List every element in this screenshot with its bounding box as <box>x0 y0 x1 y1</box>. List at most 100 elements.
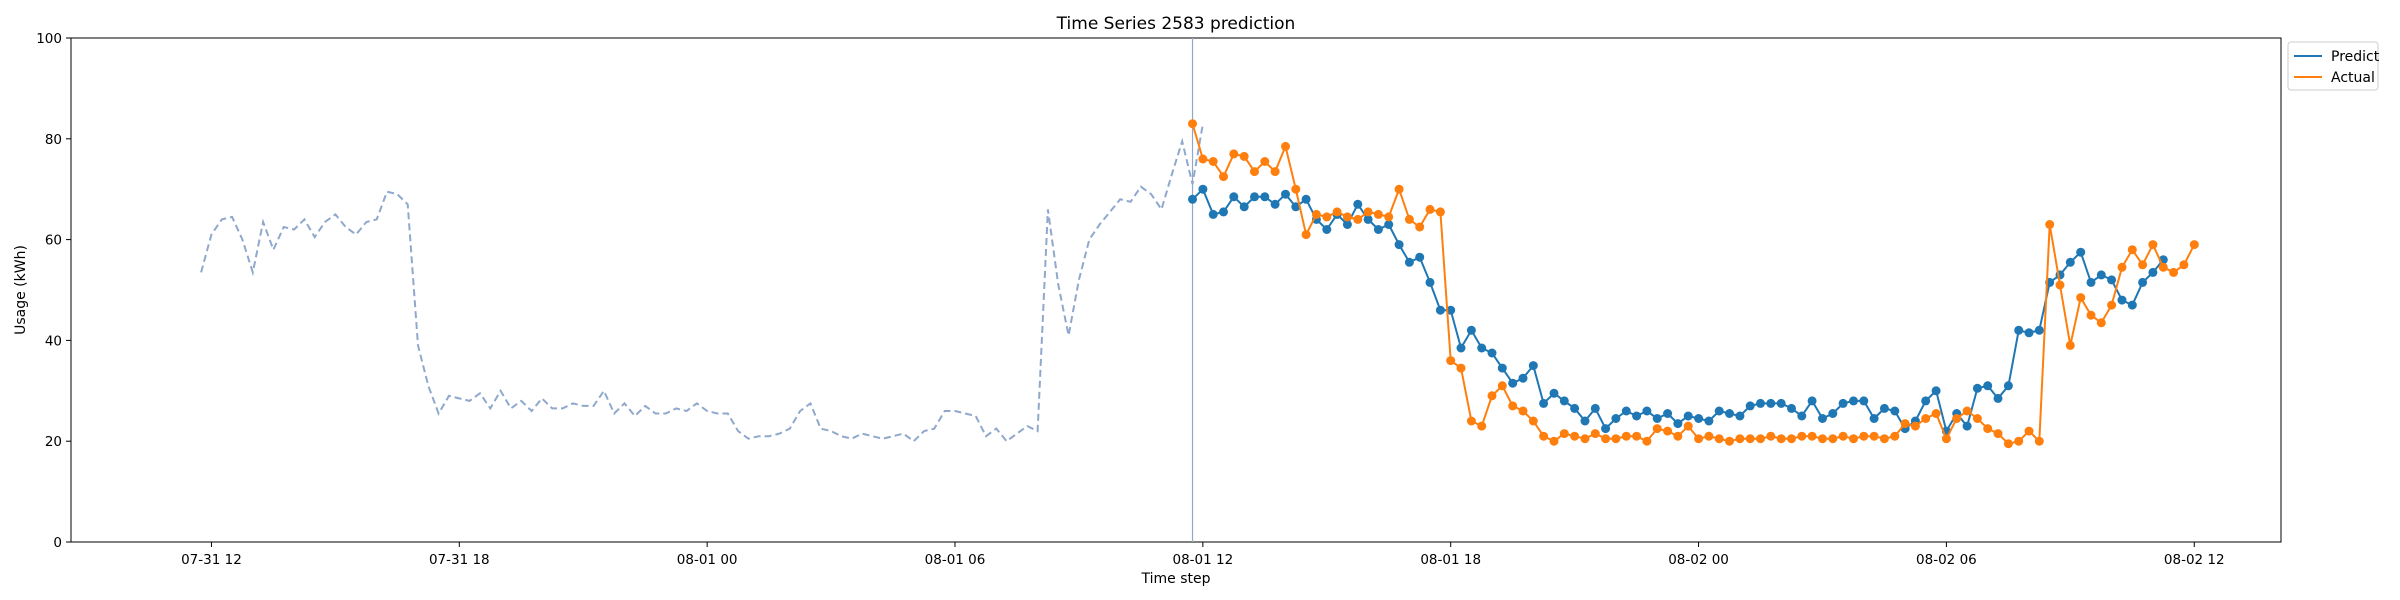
predict-point <box>1528 361 1538 371</box>
predict-point <box>1281 189 1290 199</box>
predict-point <box>1962 421 1972 431</box>
predict-point <box>1663 409 1673 418</box>
actual-point <box>2065 340 2075 350</box>
predict-series <box>1188 184 2168 436</box>
predict-point <box>2117 295 2127 305</box>
actual-point <box>1353 214 1363 224</box>
history-line <box>200 123 1204 443</box>
actual-point <box>1342 212 1352 222</box>
actual-point <box>1229 149 1239 159</box>
actual-point <box>2117 262 2127 272</box>
actual-point <box>1404 214 1414 224</box>
actual-point <box>1890 431 1900 441</box>
y-tick-label: 20 <box>45 434 62 450</box>
actual-point <box>1373 209 1383 219</box>
x-tick-label: 08-02 06 <box>1916 552 1977 568</box>
actual-point <box>1993 429 2003 439</box>
actual-point <box>2148 240 2158 250</box>
actual-point <box>1539 431 1549 441</box>
predict-point <box>1208 209 1218 219</box>
predict-point <box>1621 406 1631 416</box>
actual-point <box>1704 431 1714 441</box>
actual-series <box>1188 119 2199 449</box>
actual-point <box>1518 406 1528 416</box>
predict-point <box>1487 348 1497 358</box>
x-axis-label: Time step <box>1141 571 1211 587</box>
actual-point <box>1952 414 1962 423</box>
actual-point <box>2096 318 2106 328</box>
predict-point <box>2107 275 2117 285</box>
actual-point <box>1394 184 1404 194</box>
predict-point <box>1435 305 1445 315</box>
predict-point <box>1580 416 1590 426</box>
actual-point <box>1425 204 1435 214</box>
actual-point <box>1198 154 1208 164</box>
actual-point <box>1208 157 1218 166</box>
actual-point <box>1435 207 1445 217</box>
actual-point <box>1828 434 1838 444</box>
predict-point <box>1704 416 1714 426</box>
predict-point <box>1859 396 1869 406</box>
actual-point <box>1322 212 1332 222</box>
actual-point <box>1921 414 1931 423</box>
actual-point <box>1559 429 1569 439</box>
actual-point <box>2189 240 2199 250</box>
predict-point <box>1931 386 1941 396</box>
actual-point <box>1281 141 1290 151</box>
predict-point <box>1188 194 1197 204</box>
predict-point <box>1229 192 1239 202</box>
predict-point <box>1301 194 1311 204</box>
y-axis: 0 20 40 60 80 100 <box>36 31 71 551</box>
chart-title: Time Series 2583 prediction <box>1056 14 1296 34</box>
actual-point <box>1900 419 1910 429</box>
predict-point <box>1508 378 1518 388</box>
actual-point <box>1931 409 1941 418</box>
predict-point <box>1694 414 1704 423</box>
actual-point <box>2158 262 2168 272</box>
predict-point <box>1890 406 1900 416</box>
predict-point <box>1353 199 1363 209</box>
actual-point <box>1528 416 1538 426</box>
predict-point <box>1322 225 1332 234</box>
predict-point <box>1756 398 1765 408</box>
predict-point <box>2148 267 2158 277</box>
actual-point <box>2107 300 2117 310</box>
actual-point <box>2169 267 2179 277</box>
x-axis: 07-31 12 07-31 18 08-01 00 08-01 06 08-01 12… <box>181 542 2225 568</box>
actual-point <box>1756 434 1765 444</box>
legend: Predict Actual <box>2287 41 2380 91</box>
predict-point <box>1745 401 1755 411</box>
actual-point <box>1714 434 1724 444</box>
actual-point <box>1446 356 1456 366</box>
actual-point <box>1869 431 1879 441</box>
predict-point <box>1921 396 1931 406</box>
actual-point <box>1477 421 1487 431</box>
actual-point <box>2076 293 2086 303</box>
actual-point <box>1983 424 1993 434</box>
y-tick-label: 80 <box>45 132 62 148</box>
x-tick-label: 08-02 12 <box>2164 552 2225 568</box>
predict-point <box>1735 411 1745 421</box>
x-tick-label: 08-01 18 <box>1420 552 1481 568</box>
predict-point <box>1601 424 1611 434</box>
actual-point <box>1797 431 1807 441</box>
predict-point <box>1725 409 1734 418</box>
predict-point <box>1828 409 1838 418</box>
actual-point <box>1859 431 1869 441</box>
predict-point <box>2014 325 2024 335</box>
actual-point <box>1363 207 1373 217</box>
predict-point <box>1611 414 1621 423</box>
predict-point <box>1869 414 1879 423</box>
actual-point <box>1508 401 1518 411</box>
actual-point <box>1188 119 1197 129</box>
actual-point <box>1291 184 1301 194</box>
y-tick-label: 40 <box>45 333 62 349</box>
predict-point <box>1394 240 1404 250</box>
actual-point <box>1838 431 1848 441</box>
actual-point <box>1260 157 1270 166</box>
actual-point <box>1466 416 1476 426</box>
predict-point <box>1818 414 1827 423</box>
predict-point <box>1342 220 1352 229</box>
predict-point <box>1632 411 1642 421</box>
